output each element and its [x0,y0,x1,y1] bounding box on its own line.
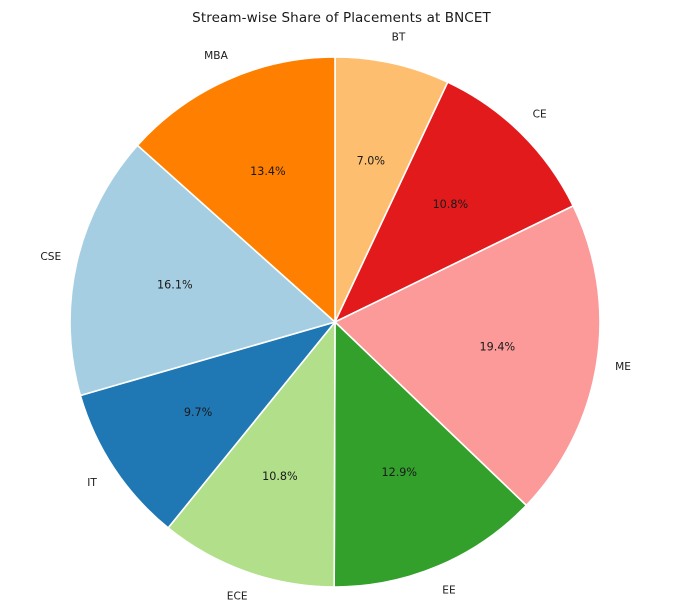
pie-slice-ece [167,321,336,588]
pie-percent-label-me: 19.4% [480,340,516,353]
pie-category-label-me: ME [615,361,631,373]
pie-slice-mba [136,56,336,323]
pie-slice-me [334,205,601,507]
pie-percent-label-ee: 12.9% [381,466,417,479]
pie-category-label-ee: EE [442,584,456,596]
pie-category-label-ece: ECE [227,591,248,603]
pie-slice-ee [333,321,528,588]
pie-percent-label-bt: 7.0% [357,155,386,168]
pie-slice-cse [69,144,336,397]
pie-percent-label-cse: 16.1% [157,278,193,291]
pie-percent-label-ece: 10.8% [262,470,298,483]
pie-wedge-group [69,56,601,588]
pie-percent-label-it: 9.7% [184,406,213,419]
pie-slice-bt [334,56,449,323]
pie-percent-label-group: 7.0% 10.8% 19.4% 12.9% 10.8% 9.7% 16.1% 13.4% [157,155,515,483]
pie-category-label-bt: BT [392,32,406,44]
pie-slice-it [79,321,336,529]
pie-slice-ce [334,81,575,323]
pie-percent-label-mba: 13.4% [250,165,286,178]
pie-category-label-cse: CSE [40,251,61,263]
pie-category-label-group: BT CE ME EE ECE IT CSE MBA [40,32,631,603]
chart-title: Stream-wise Share of Placements at BNCET [192,10,491,26]
pie-category-label-it: IT [87,477,97,489]
pie-category-label-mba: MBA [204,50,228,62]
pie-percent-label-ce: 10.8% [433,198,469,211]
pie-category-label-ce: CE [533,108,547,120]
